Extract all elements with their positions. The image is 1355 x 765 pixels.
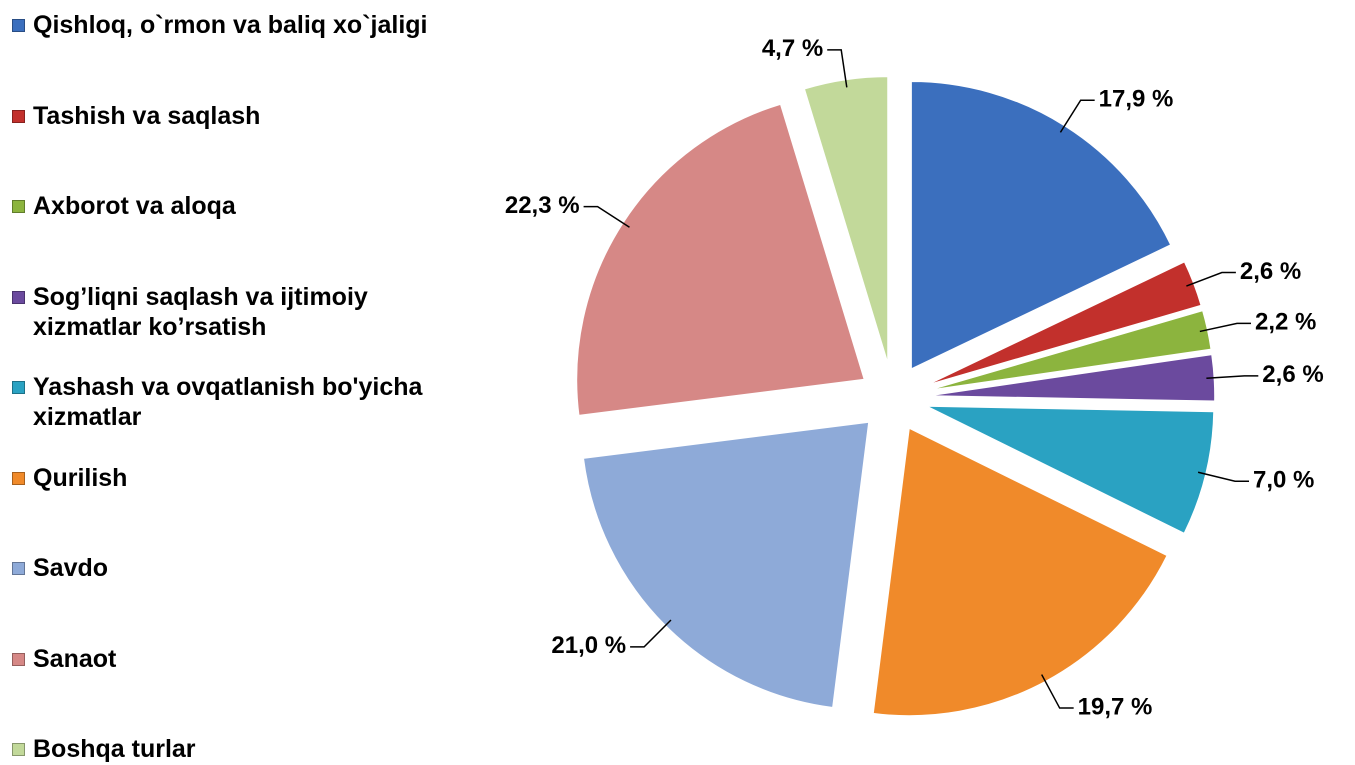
data-label: 17,9 % [1099,86,1174,113]
legend-item: Qishloq, o`rmon va baliq xo`jaligi [12,10,432,40]
legend-item: Savdo [12,553,432,583]
pie-slice [582,421,870,709]
legend-item: Tashish va saqlash [12,101,432,131]
data-label: 2,6 % [1240,258,1301,285]
legend-item: Sanaot [12,644,432,674]
legend-label: Boshqa turlar [33,735,196,763]
data-label: 2,2 % [1255,309,1316,336]
leader-line [1197,471,1250,482]
legend-label: Sog’liqni saqlash va ijtimoiy xizmatlar … [33,282,368,341]
legend-label: Qishloq, o`rmon va baliq xo`jaligi [33,11,428,39]
leader-line [1041,674,1074,709]
legend-item: Sog’liqni saqlash va ijtimoiy xizmatlar … [12,282,432,342]
legend-item: Boshqa turlar [12,734,432,764]
leader-line [827,49,848,88]
data-label: 7,0 % [1253,467,1314,494]
legend-swatch [12,471,25,485]
leader-line [630,619,672,648]
legend-swatch [12,562,25,575]
legend-swatch [12,109,25,123]
leader-line [1199,322,1251,333]
data-label: 4,7 % [762,35,823,62]
data-label: 22,3 % [505,192,580,219]
legend-label: Axborot va aloqa [33,192,236,220]
data-label: 19,7 % [1078,693,1153,720]
legend: Qishloq, o`rmon va baliq xo`jaligi Tashis… [0,0,460,765]
legend-item: Axborot va aloqa [12,191,432,221]
legend-label: Savdo [33,554,109,582]
legend-label: Sanaot [33,644,117,673]
legend-swatch [12,743,25,756]
leader-line [1186,271,1236,287]
legend-item: Qurilish [12,463,432,493]
legend-swatch [12,381,25,394]
data-label: 21,0 % [551,632,626,659]
legend-label: Yashash va ovqatlanish bo'yicha xizmatla… [33,373,423,431]
legend-label: Tashish va saqlash [33,101,261,130]
legend-label: Qurilish [33,463,128,492]
legend-item: Yashash va ovqatlanish bo'yicha xizmatla… [12,372,432,432]
leader-line [583,205,630,228]
data-label: 2,6 % [1262,361,1323,388]
pie-slice [575,103,866,417]
leader-line [1059,99,1095,133]
legend-swatch [12,290,25,304]
legend-swatch [12,200,25,213]
leader-line [1206,375,1259,380]
legend-swatch [12,652,25,666]
legend-swatch [12,19,25,32]
